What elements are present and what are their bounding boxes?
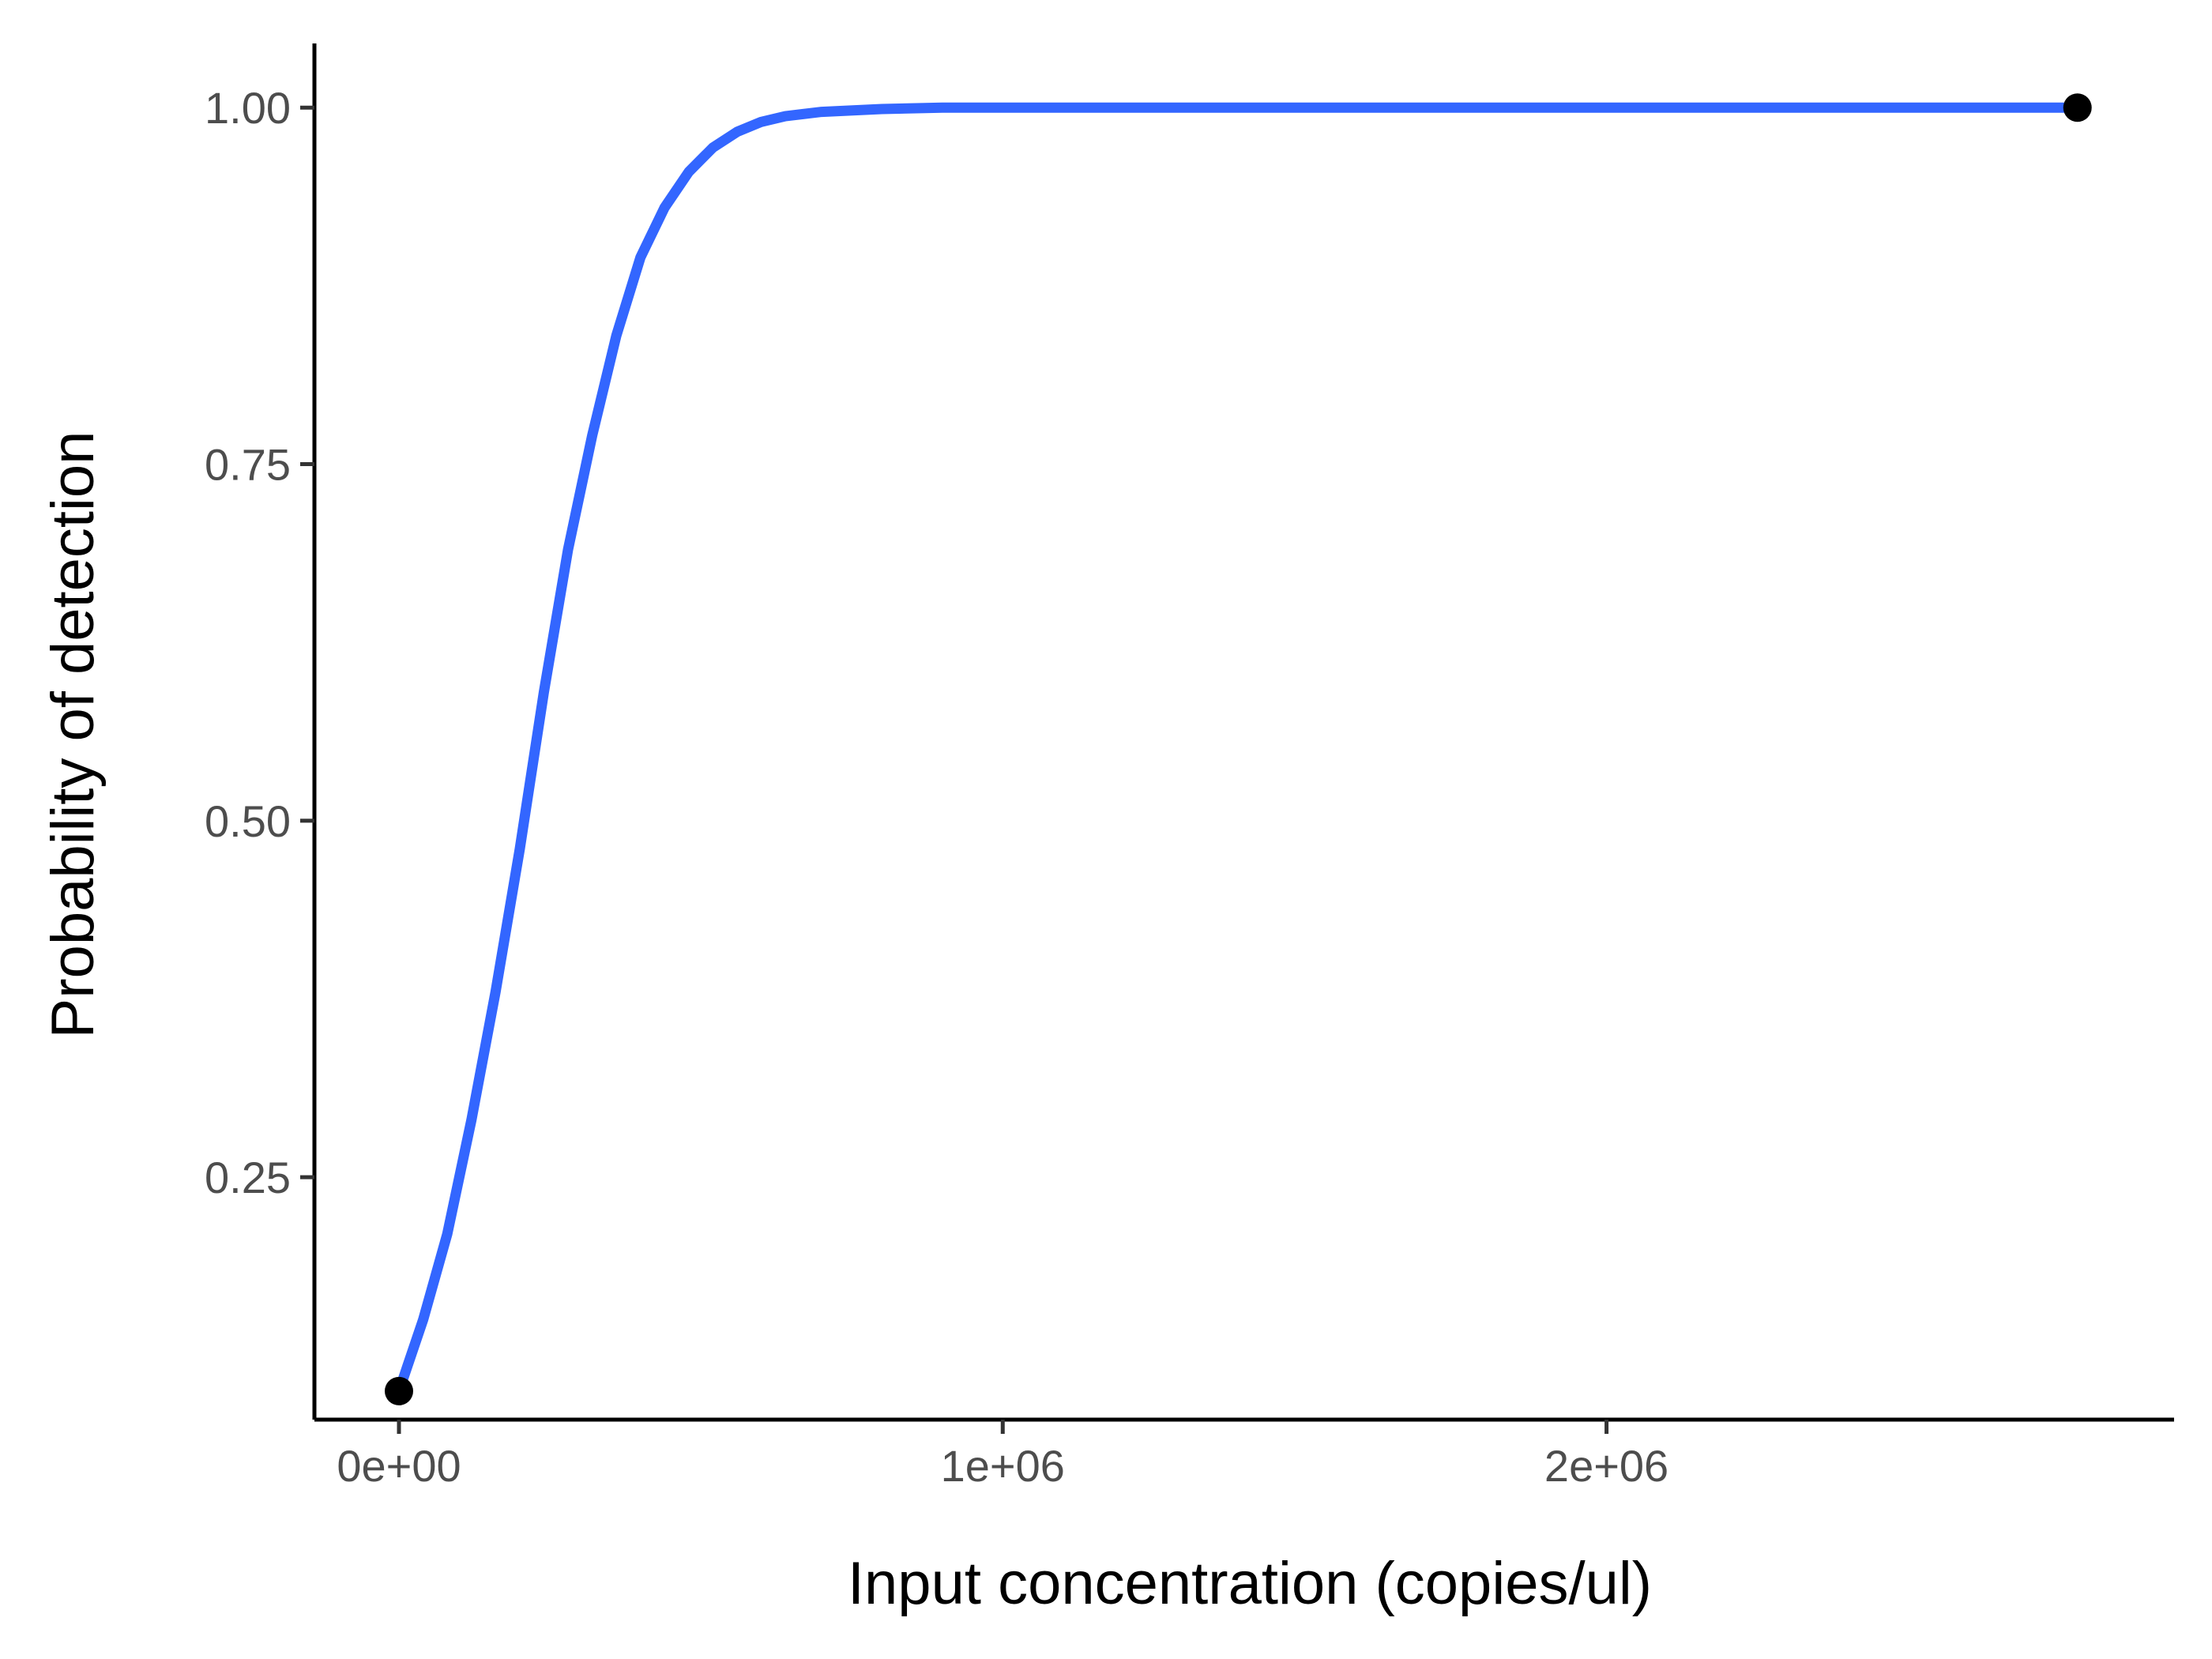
y-tick-label: 0.75: [205, 440, 291, 490]
x-tick-label: 2e+06: [1544, 1441, 1668, 1491]
x-tick-label: 0e+00: [337, 1441, 461, 1491]
x-axis: 0e+00 1e+06 2e+06: [314, 1417, 2174, 1491]
y-tick-label: 1.00: [205, 83, 291, 133]
series-line: [393, 102, 2078, 1393]
data-point: [385, 1376, 413, 1405]
data-point: [2063, 93, 2092, 122]
y-tick-label: 0.25: [205, 1153, 291, 1202]
y-axis-title: Probability of detection: [40, 431, 107, 1039]
y-tick-label: 0.50: [205, 796, 291, 846]
x-axis-title: Input concentration (copies/ul): [848, 1550, 1652, 1617]
x-tick-label: 1e+06: [941, 1441, 1065, 1491]
y-axis: 0.25 0.50 0.75 1.00: [205, 43, 317, 1420]
plot-area: [385, 93, 2092, 1405]
